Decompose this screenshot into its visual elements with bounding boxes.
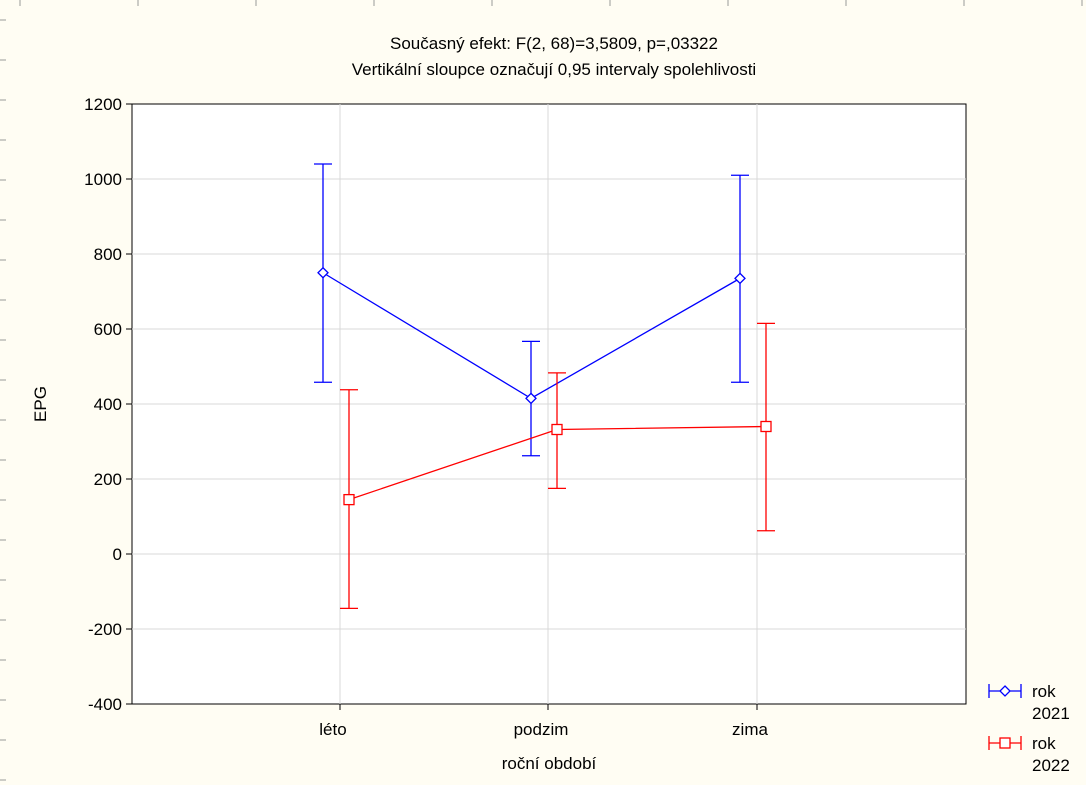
legend-marker-diamond <box>999 685 1011 697</box>
y-tick-label: 0 <box>113 545 122 564</box>
series-1 <box>314 163 749 457</box>
y-tick-label: 200 <box>94 470 122 489</box>
data-point-square <box>760 420 772 433</box>
legend-item-1: rok 2021 <box>988 682 1070 723</box>
y-tick-label: -200 <box>88 620 122 639</box>
series-layer <box>314 163 775 610</box>
y-tick-label: 400 <box>94 395 122 414</box>
chart-title: Současný efekt: F(2, 68)=3,5809, p=,0332… <box>390 34 718 53</box>
legend-label: rok 2021 <box>1032 682 1070 723</box>
data-point-square <box>343 493 355 506</box>
x-axis-label: roční období <box>502 754 597 773</box>
x-axis-ticks: léto podzim zima <box>319 704 768 739</box>
x-tick-label: léto <box>319 720 346 739</box>
x-tick-label: podzim <box>514 720 569 739</box>
series-2 <box>340 322 775 610</box>
data-point-diamond <box>525 392 537 405</box>
data-point-diamond <box>317 266 329 279</box>
chart-subtitle: Vertikální sloupce označují 0,95 interva… <box>352 60 756 79</box>
data-point-diamond <box>734 272 746 285</box>
legend: rok 2021 rok 2022 <box>988 682 1070 775</box>
y-axis-ticks: -400 -200 0 200 400 600 800 1000 1200 <box>84 95 132 714</box>
grid-lines <box>132 104 966 704</box>
y-tick-label: 800 <box>94 245 122 264</box>
x-tick-label: zima <box>732 720 768 739</box>
legend-item-2: rok 2022 <box>988 734 1070 775</box>
legend-label: rok 2022 <box>1032 734 1070 775</box>
data-point-square <box>551 423 563 436</box>
y-tick-label: 600 <box>94 320 122 339</box>
legend-marker-square <box>999 737 1011 749</box>
y-tick-label: 1200 <box>84 95 122 114</box>
y-tick-label: -400 <box>88 695 122 714</box>
y-tick-label: 1000 <box>84 170 122 189</box>
y-axis-label: EPG <box>31 386 50 422</box>
